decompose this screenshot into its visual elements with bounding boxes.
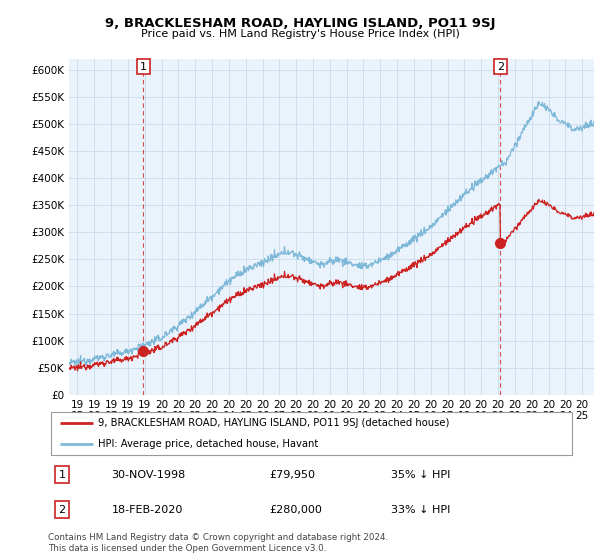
Text: 1: 1 bbox=[59, 470, 65, 479]
Text: 30-NOV-1998: 30-NOV-1998 bbox=[112, 470, 185, 479]
Text: £79,950: £79,950 bbox=[270, 470, 316, 479]
Text: HPI: Average price, detached house, Havant: HPI: Average price, detached house, Hava… bbox=[98, 439, 319, 449]
Text: Contains HM Land Registry data © Crown copyright and database right 2024.
This d: Contains HM Land Registry data © Crown c… bbox=[48, 533, 388, 553]
Text: Price paid vs. HM Land Registry's House Price Index (HPI): Price paid vs. HM Land Registry's House … bbox=[140, 29, 460, 39]
Text: 9, BRACKLESHAM ROAD, HAYLING ISLAND, PO11 9SJ: 9, BRACKLESHAM ROAD, HAYLING ISLAND, PO1… bbox=[105, 17, 495, 30]
FancyBboxPatch shape bbox=[50, 412, 572, 455]
Text: 9, BRACKLESHAM ROAD, HAYLING ISLAND, PO11 9SJ (detached house): 9, BRACKLESHAM ROAD, HAYLING ISLAND, PO1… bbox=[98, 418, 449, 428]
Text: 2: 2 bbox=[497, 62, 504, 72]
Text: 33% ↓ HPI: 33% ↓ HPI bbox=[391, 505, 451, 515]
Text: 35% ↓ HPI: 35% ↓ HPI bbox=[391, 470, 451, 479]
Text: £280,000: £280,000 bbox=[270, 505, 323, 515]
Text: 18-FEB-2020: 18-FEB-2020 bbox=[112, 505, 183, 515]
Text: 2: 2 bbox=[59, 505, 65, 515]
Text: 1: 1 bbox=[140, 62, 147, 72]
